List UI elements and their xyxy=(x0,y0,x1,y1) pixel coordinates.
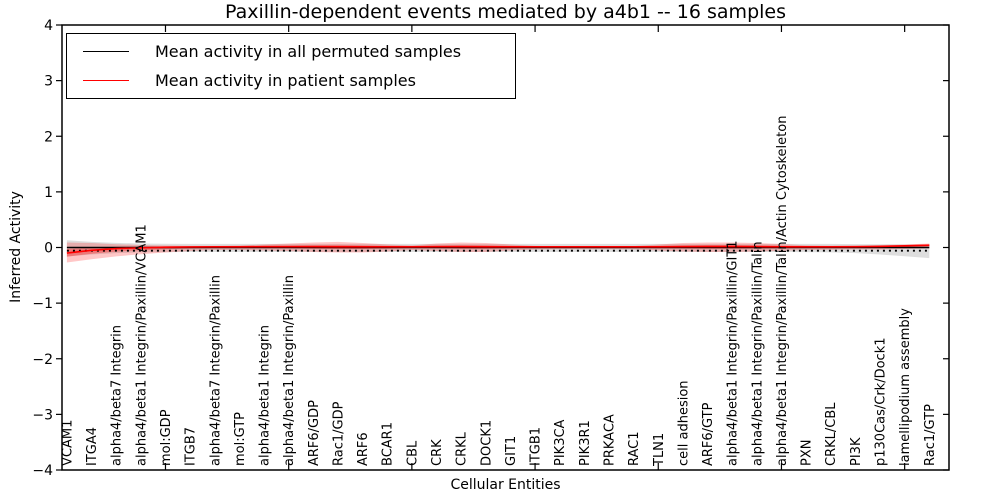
x-tick-label: BCAR1 xyxy=(381,422,396,466)
x-tick-label: ITGB7 xyxy=(184,427,199,466)
x-tick-label: Rac1/GDP xyxy=(332,401,347,466)
x-tick-label: ARF6/GTP xyxy=(701,402,716,466)
legend-item-patient: Mean activity in patient samples xyxy=(67,67,515,95)
x-tick-label: CRK xyxy=(430,439,445,466)
legend-label-permuted: Mean activity in all permuted samples xyxy=(155,41,462,61)
y-tick-label: −4 xyxy=(32,463,53,479)
x-tick-label: CBL xyxy=(405,440,420,466)
x-tick-label: alpha4/beta1 Integrin/Paxillin/VCAM1 xyxy=(134,224,149,466)
x-tick-label: DOCK1 xyxy=(479,420,494,466)
x-tick-label: PIK3CA xyxy=(553,419,568,466)
x-tick-label: ARF6/GDP xyxy=(307,400,322,466)
legend: Mean activity in all permuted samples Me… xyxy=(66,33,516,99)
x-tick-label: CRKL xyxy=(455,431,470,466)
y-tick-label: −3 xyxy=(32,407,53,423)
x-tick-label: alpha4/beta1 Integrin/Paxillin/Talin/Act… xyxy=(775,116,790,466)
x-tick-label: alpha4/beta7 Integrin/Paxillin xyxy=(208,275,223,466)
y-axis-label: Inferred Activity xyxy=(8,191,24,303)
x-tick-label: ITGB1 xyxy=(529,427,544,466)
x-tick-label: alpha4/beta1 Integrin xyxy=(258,325,273,466)
chart-title: Paxillin-dependent events mediated by a4… xyxy=(224,1,786,23)
x-tick-label: Rac1/GTP xyxy=(923,404,938,466)
x-tick-label: TLN1 xyxy=(652,433,667,467)
permuted-band xyxy=(66,240,930,259)
x-tick-label: CRKL/CBL xyxy=(824,402,839,466)
y-tick-label: −1 xyxy=(32,296,53,312)
x-tick-label: VCAM1 xyxy=(60,420,75,466)
x-tick-label: PXN xyxy=(800,440,815,466)
axes-frame xyxy=(61,24,950,471)
x-axis-label: Cellular Entities xyxy=(450,477,561,493)
x-tick-label: p130Cas/Crk/Dock1 xyxy=(874,337,889,466)
y-tick-label: 3 xyxy=(44,74,53,90)
x-tick-label: ARF6 xyxy=(356,432,371,466)
x-tick-label: PI3K xyxy=(849,437,864,466)
x-tick-label: alpha4/beta7 Integrin xyxy=(110,325,125,466)
x-tick-label: GIT1 xyxy=(504,436,519,466)
legend-item-permuted: Mean activity in all permuted samples xyxy=(67,37,515,65)
y-tick-label: 4 xyxy=(44,18,53,34)
legend-label-patient: Mean activity in patient samples xyxy=(155,71,416,91)
y-tick-label: 2 xyxy=(44,129,53,145)
x-tick-label: alpha4/beta1 Integrin/Paxillin/GIT1 xyxy=(726,240,741,466)
x-tick-label: ITGA4 xyxy=(85,427,100,466)
x-tick-label: PRKACA xyxy=(603,414,618,466)
x-tick-label: alpha4/beta1 Integrin/Paxillin xyxy=(282,275,297,466)
x-tick-label: PIK3R1 xyxy=(578,420,593,466)
patient-mean-line xyxy=(66,244,930,254)
x-tick-label: mol:GDP xyxy=(159,409,174,466)
permuted-line-swatch-icon xyxy=(83,50,129,52)
y-tick-label: −2 xyxy=(32,352,53,368)
x-tick-label: cell adhesion xyxy=(676,380,691,466)
x-tick-label: lamellipodium assembly xyxy=(898,308,913,466)
x-tick-label: RAC1 xyxy=(627,431,642,466)
y-tick-label: 0 xyxy=(44,241,53,257)
x-tick-label: mol:GTP xyxy=(233,412,248,466)
y-tick-label: 1 xyxy=(44,185,53,201)
patient-line-swatch-icon xyxy=(83,80,129,82)
x-tick-label: alpha4/beta1 Integrin/Paxillin/Talin xyxy=(750,241,765,466)
